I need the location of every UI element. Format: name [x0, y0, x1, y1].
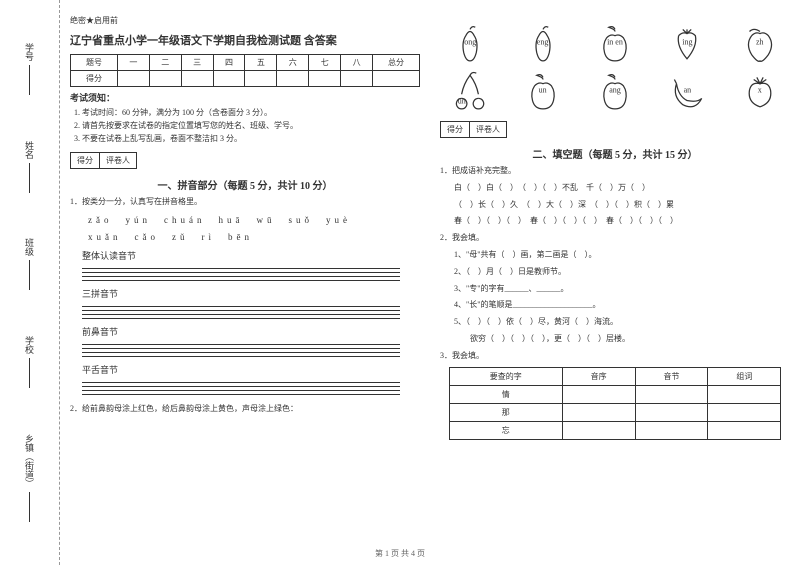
lookup-row-2: 那	[449, 403, 781, 421]
pinyin-row-1: zǎo yún chuán huā wū suǒ yuè	[88, 213, 420, 226]
fruit-apple-icon: in en	[594, 21, 636, 63]
pinyin-grid-1	[82, 303, 400, 319]
fruit-pear-icon: ong	[449, 21, 491, 63]
fruit-cherry-icon: ün	[449, 69, 491, 111]
page-footer: 第 1 页 共 4 页	[375, 548, 425, 559]
fill-5: 5、（ ）（ ）依（ ）尽，黄河（ ）海流。	[440, 316, 790, 329]
right-column: ong eng in en ing zh ün	[440, 15, 790, 540]
fill-2: 2、（ ）月（ ）日是教师节。	[440, 266, 790, 279]
side-label-xuehao: 学号	[23, 43, 36, 95]
left-column: 绝密★启用前 辽宁省重点小学一年级语文下学期自我检测试题 含答案 题号 一 二 …	[70, 15, 420, 540]
idioms-line-2: （ ）长（ ）久 （ ）大（ ）深 （ ）（ ）积（ ）累	[440, 199, 790, 212]
notice-1: 考试时间：60 分钟，满分为 100 分（含卷面分 3 分）。	[82, 107, 420, 120]
question-1-2: 2．给前鼻韵母涂上红色，给后鼻韵母涂上黄色，声母涂上绿色：	[70, 403, 420, 416]
question-2-1: 1．把成语补充完整。	[440, 165, 790, 178]
page-content: 绝密★启用前 辽宁省重点小学一年级语文下学期自我检测试题 含答案 题号 一 二 …	[60, 0, 800, 565]
grader-score-2: 得分	[441, 122, 470, 137]
pinyin-grid-2	[82, 341, 400, 357]
lookup-table: 要查的字 音序 音节 组词 情 那 忘	[449, 367, 782, 440]
side-label-xingming: 姓名	[23, 141, 36, 193]
exam-title: 辽宁省重点小学一年级语文下学期自我检测试题 含答案	[70, 32, 420, 48]
score-header-row: 题号 一 二 三 四 五 六 七 八 总分	[71, 55, 420, 71]
notice-3: 不要在试卷上乱写乱画，卷面不整洁扣 3 分。	[82, 133, 420, 146]
grader-person-2: 评卷人	[470, 122, 506, 137]
grader-box: 得分 评卷人	[70, 152, 137, 169]
fill-6: 欲穷（ ）（ ）（ ），更（ ）（ ）层楼。	[440, 333, 790, 346]
pinyin-grid-3	[82, 379, 400, 395]
fill-1: 1、"母"共有（ ）画，第二画是（ ）。	[440, 249, 790, 262]
fill-4: 4、"长"的笔顺是____________________。	[440, 299, 790, 312]
pinyin-label-0: 整体认读音节	[82, 249, 420, 262]
fruit-strawberry-icon: ing	[666, 21, 708, 63]
question-2-3: 3．我会填。	[440, 350, 790, 363]
pinyin-label-1: 三拼音节	[82, 287, 420, 300]
pinyin-grid-0	[82, 265, 400, 281]
grader-box-2: 得分 评卷人	[440, 121, 507, 138]
idioms-line-1: 白（ ）白（ ） （ ）（ ）不乱 千（ ）万（ ）	[440, 182, 790, 195]
pinyin-label-3: 平舌音节	[82, 363, 420, 376]
score-value-row: 得分	[71, 71, 420, 87]
notice-list: 考试时间：60 分钟，满分为 100 分（含卷面分 3 分）。 请首先按要求在试…	[70, 107, 420, 145]
pinyin-row-2: xuǎn cǎo zǔ rì bēn	[88, 230, 420, 243]
notice-2: 请首先按要求在试卷的指定位置填写您的姓名、班级、学号。	[82, 120, 420, 133]
pinyin-label-2: 前鼻音节	[82, 325, 420, 338]
fruit-peach-icon: zh	[739, 21, 781, 63]
confidential-seal: 绝密★启用前	[70, 15, 420, 26]
section-2-title: 二、填空题（每题 5 分，共计 15 分）	[440, 146, 790, 161]
binding-margin: 学号 姓名 班级 学校 乡镇（街道）	[0, 0, 60, 565]
fruit-tomato-icon: x	[739, 69, 781, 111]
notice-title: 考试须知：	[70, 91, 420, 104]
question-1-1: 1．按类分一分，认真写在拼音格里。	[70, 196, 420, 209]
fruit-banana-icon: an	[666, 69, 708, 111]
fruit-pear-icon: eng	[522, 21, 564, 63]
lookup-row-1: 情	[449, 385, 781, 403]
lookup-row-3: 忘	[449, 421, 781, 439]
score-table: 题号 一 二 三 四 五 六 七 八 总分 得分	[70, 54, 420, 87]
fruit-row-2: ün un ang an x	[440, 69, 790, 111]
side-label-banji: 班级	[23, 238, 36, 290]
grader-score: 得分	[71, 153, 100, 168]
section-1-title: 一、拼音部分（每题 5 分，共计 10 分）	[70, 177, 420, 192]
grader-person: 评卷人	[100, 153, 136, 168]
idioms-line-3: 春（ ）（ ）（ ） 春（ ）（ ）（ ） 春（ ）（ ）（ ）	[440, 215, 790, 228]
fruit-apple-icon: un	[522, 69, 564, 111]
fruit-row-1: ong eng in en ing zh	[440, 21, 790, 63]
side-label-xuexiao: 学校	[23, 336, 36, 388]
fill-3: 3、"专"的字有______、______。	[440, 283, 790, 296]
fruit-apple-icon: ang	[594, 69, 636, 111]
lookup-header: 要查的字 音序 音节 组词	[449, 367, 781, 385]
question-2-2: 2．我会填。	[440, 232, 790, 245]
side-label-xiangzhen: 乡镇（街道）	[23, 434, 36, 522]
